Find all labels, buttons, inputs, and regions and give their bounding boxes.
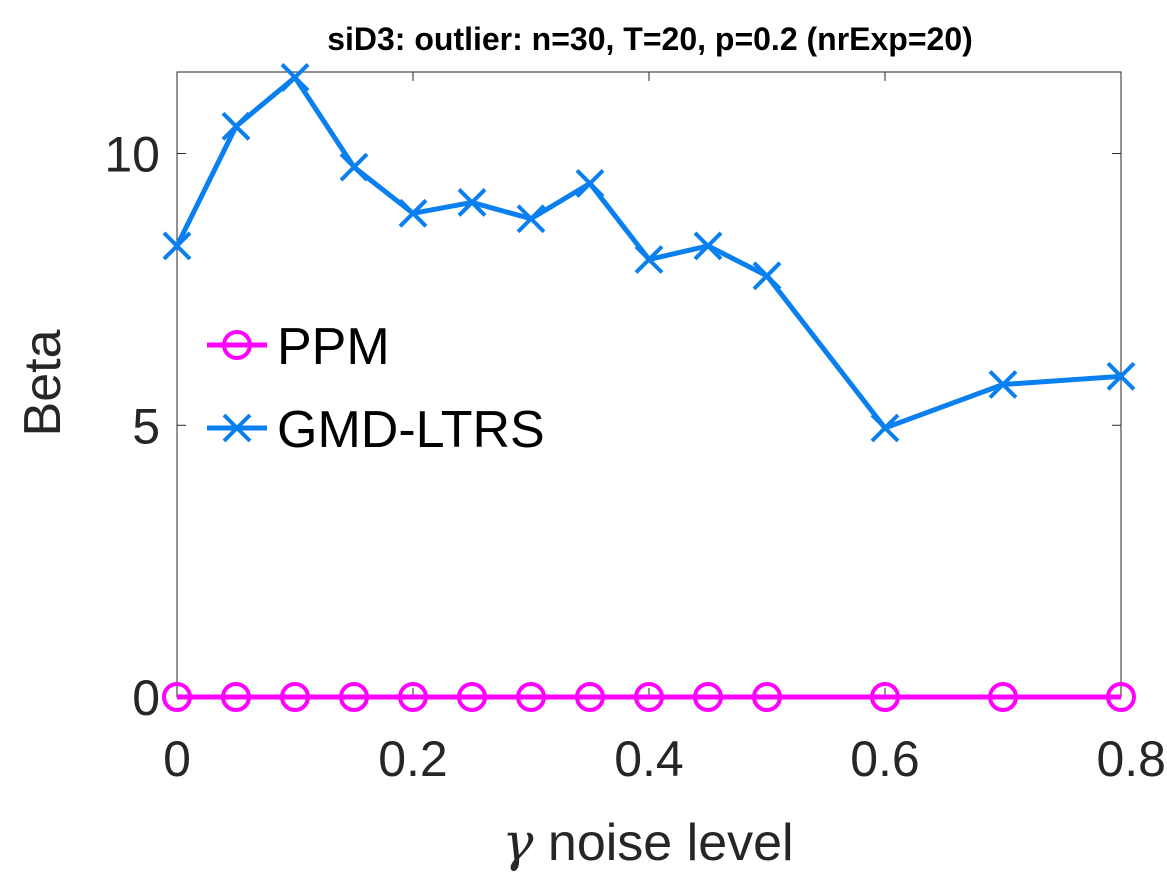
data-point-ppm bbox=[457, 682, 487, 712]
data-point-gmd-ltrs bbox=[516, 204, 546, 234]
legend-marker bbox=[222, 330, 252, 360]
data-point-gmd-ltrs bbox=[870, 413, 900, 443]
y-tick-label: 5 bbox=[132, 398, 160, 454]
legend-item-gmd-ltrs: GMD-LTRS bbox=[207, 401, 545, 459]
legend-label: PPM bbox=[277, 318, 390, 376]
data-point-ppm bbox=[398, 682, 428, 712]
data-point-ppm bbox=[280, 682, 310, 712]
data-point-gmd-ltrs bbox=[280, 63, 310, 92]
data-point-gmd-ltrs bbox=[634, 245, 664, 274]
data-point-gmd-ltrs bbox=[1106, 361, 1136, 391]
y-tick-label: 10 bbox=[104, 127, 160, 183]
series-line-gmd-ltrs bbox=[174, 74, 1122, 431]
data-point-ppm bbox=[634, 682, 664, 712]
axis-ticks: 0 0.2 0.4 0.6 0.8 0 5 10 bbox=[104, 72, 1166, 787]
y-axis-label: Beta bbox=[14, 329, 72, 436]
svg-text:γ noise level: γ noise level bbox=[502, 813, 793, 873]
data-point-gmd-ltrs bbox=[752, 261, 782, 291]
data-point-gmd-ltrs bbox=[457, 188, 487, 217]
data-point-gmd-ltrs bbox=[988, 370, 1018, 399]
legend: PPM GMD-LTRS bbox=[207, 318, 545, 459]
series-layer bbox=[162, 63, 1136, 712]
x-tick-label: 0 bbox=[163, 731, 191, 787]
data-point-ppm bbox=[693, 682, 723, 712]
data-point-ppm bbox=[752, 682, 782, 712]
data-point-ppm bbox=[516, 682, 546, 712]
x-tick-label: 0.4 bbox=[614, 731, 684, 787]
data-point-ppm bbox=[162, 682, 192, 712]
legend-item-ppm: PPM bbox=[207, 318, 390, 376]
data-point-gmd-ltrs bbox=[162, 231, 192, 261]
data-point-ppm bbox=[870, 682, 900, 712]
data-point-ppm bbox=[339, 682, 369, 712]
y-tick-label: 0 bbox=[132, 670, 160, 726]
x-axis-label-text: noise level bbox=[548, 814, 794, 872]
chart-title: siD3: outlier: n=30, T=20, p=0.2 (nrExp=… bbox=[327, 21, 973, 57]
data-point-gmd-ltrs bbox=[221, 111, 251, 141]
data-point-gmd-ltrs bbox=[339, 152, 369, 182]
data-point-ppm bbox=[988, 682, 1018, 712]
data-point-gmd-ltrs bbox=[575, 168, 605, 198]
data-point-gmd-ltrs bbox=[693, 231, 723, 261]
data-point-ppm bbox=[1106, 682, 1136, 712]
legend-marker bbox=[222, 413, 252, 443]
x-axis-label: γ noise level bbox=[502, 813, 793, 873]
x-tick-label: 0.8 bbox=[1096, 731, 1166, 787]
series-ppm bbox=[162, 682, 1136, 712]
data-point-ppm bbox=[575, 682, 605, 712]
x-axis-symbol: γ bbox=[502, 813, 534, 873]
series-gmd-ltrs bbox=[162, 63, 1136, 443]
legend-label: GMD-LTRS bbox=[277, 401, 545, 459]
x-tick-label: 0.2 bbox=[378, 731, 448, 787]
data-point-ppm bbox=[221, 682, 251, 712]
x-tick-label: 0.6 bbox=[850, 731, 920, 787]
data-point-gmd-ltrs bbox=[398, 198, 428, 228]
